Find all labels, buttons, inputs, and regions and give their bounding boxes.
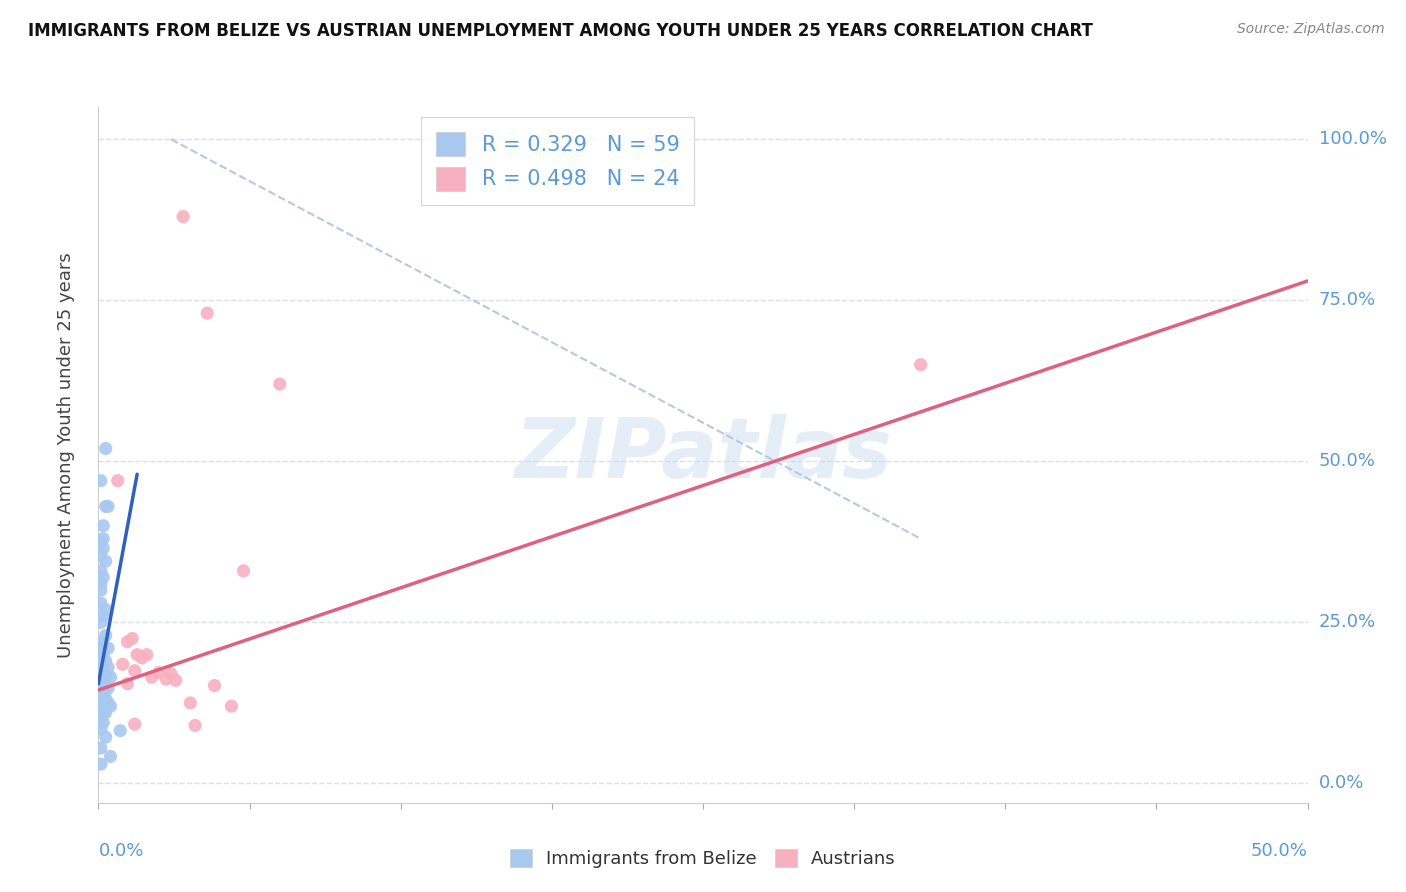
Point	[91, 532, 114, 546]
Point	[90, 667, 112, 681]
Point	[94, 706, 117, 720]
Legend: Immigrants from Belize, Austrians: Immigrants from Belize, Austrians	[501, 840, 905, 877]
Point	[91, 634, 114, 648]
Text: ZIPatlas: ZIPatlas	[515, 415, 891, 495]
Point	[90, 534, 112, 549]
Point	[90, 564, 112, 578]
Point	[232, 564, 254, 578]
Point	[94, 730, 117, 744]
Point	[94, 442, 117, 456]
Point	[195, 306, 218, 320]
Point	[117, 634, 139, 648]
Point	[910, 358, 932, 372]
Point	[94, 654, 117, 668]
Point	[94, 500, 117, 514]
Text: 0.0%: 0.0%	[1319, 774, 1364, 792]
Point	[91, 609, 114, 624]
Text: 0.0%: 0.0%	[98, 842, 143, 860]
Point	[90, 757, 112, 772]
Point	[90, 641, 112, 656]
Point	[90, 676, 112, 690]
Point	[97, 660, 120, 674]
Text: 75.0%: 75.0%	[1319, 292, 1376, 310]
Point	[94, 680, 117, 694]
Point	[90, 741, 112, 756]
Point	[90, 474, 112, 488]
Text: Source: ZipAtlas.com: Source: ZipAtlas.com	[1237, 22, 1385, 37]
Point	[100, 749, 122, 764]
Point	[91, 679, 114, 693]
Point	[90, 615, 112, 630]
Point	[131, 651, 153, 665]
Point	[90, 683, 112, 698]
Point	[91, 665, 114, 680]
Point	[90, 702, 112, 716]
Point	[124, 717, 146, 731]
Point	[91, 648, 114, 662]
Point	[184, 718, 207, 732]
Point	[108, 723, 131, 738]
Point	[94, 602, 117, 616]
Point	[90, 648, 112, 662]
Point	[90, 548, 112, 562]
Point	[90, 583, 112, 598]
Point	[179, 696, 201, 710]
Text: 100.0%: 100.0%	[1319, 130, 1386, 148]
Point	[117, 676, 139, 690]
Point	[91, 704, 114, 718]
Text: IMMIGRANTS FROM BELIZE VS AUSTRIAN UNEMPLOYMENT AMONG YOUTH UNDER 25 YEARS CORRE: IMMIGRANTS FROM BELIZE VS AUSTRIAN UNEMP…	[28, 22, 1092, 40]
Point	[90, 688, 112, 702]
Point	[124, 664, 146, 678]
Point	[91, 715, 114, 730]
Point	[90, 576, 112, 591]
Point	[94, 691, 117, 706]
Point	[172, 210, 194, 224]
Point	[111, 657, 134, 672]
Point	[269, 377, 291, 392]
Point	[127, 648, 149, 662]
Y-axis label: Unemployment Among Youth under 25 years: Unemployment Among Youth under 25 years	[56, 252, 75, 657]
Point	[107, 474, 129, 488]
Point	[91, 518, 114, 533]
Point	[160, 667, 183, 681]
Point	[90, 722, 112, 736]
Point	[94, 628, 117, 642]
Point	[141, 670, 163, 684]
Point	[97, 696, 120, 710]
Point	[91, 541, 114, 556]
Point	[91, 673, 114, 688]
Point	[91, 690, 114, 704]
Point	[97, 500, 120, 514]
Point	[100, 699, 122, 714]
Point	[97, 681, 120, 695]
Point	[91, 570, 114, 584]
Point	[97, 641, 120, 656]
Point	[91, 657, 114, 672]
Point	[94, 668, 117, 682]
Point	[221, 699, 243, 714]
Point	[165, 673, 187, 688]
Point	[121, 632, 143, 646]
Text: 25.0%: 25.0%	[1319, 614, 1376, 632]
Point	[90, 672, 112, 686]
Point	[91, 685, 114, 699]
Text: 50.0%: 50.0%	[1251, 842, 1308, 860]
Point	[204, 679, 226, 693]
Point	[148, 665, 170, 680]
Point	[90, 708, 112, 723]
Text: 50.0%: 50.0%	[1319, 452, 1375, 470]
Point	[155, 672, 177, 686]
Point	[90, 694, 112, 708]
Point	[135, 648, 157, 662]
Point	[90, 596, 112, 610]
Point	[90, 664, 112, 678]
Point	[100, 670, 122, 684]
Point	[91, 698, 114, 712]
Point	[90, 648, 112, 662]
Point	[94, 554, 117, 568]
